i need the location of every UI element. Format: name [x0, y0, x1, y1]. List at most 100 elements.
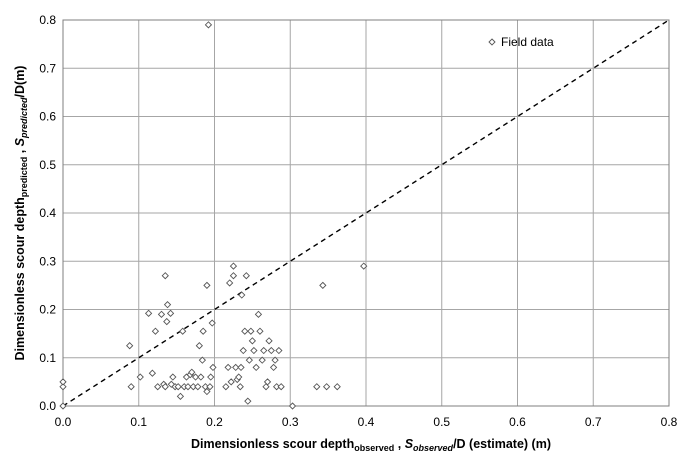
data-point [322, 383, 331, 391]
data-point [227, 378, 235, 386]
data-point [184, 383, 192, 391]
data-point [244, 397, 252, 405]
data-point [59, 378, 67, 386]
data-point [136, 373, 144, 381]
data-point [267, 346, 275, 355]
x-axis-title-var: S [405, 437, 414, 451]
y-tick-label: 0.3 [39, 254, 56, 268]
x-tick-label: 0.5 [433, 415, 450, 429]
data-point [209, 363, 217, 372]
data-point [288, 402, 297, 410]
data-points [59, 21, 368, 410]
data-point [239, 346, 247, 355]
data-point [203, 387, 211, 396]
data-point [263, 378, 272, 386]
y-tick-label: 0.7 [39, 61, 56, 75]
x-tick-label: 0.4 [358, 415, 375, 429]
data-point [154, 383, 162, 391]
data-point [197, 373, 205, 381]
data-point [252, 363, 260, 372]
x-tick-label: 0.1 [130, 415, 147, 429]
gridlines [63, 20, 669, 406]
data-point [254, 310, 263, 318]
data-point [144, 309, 153, 317]
y-axis-tick-labels: 0.0 0.1 0.2 0.3 0.4 0.5 0.6 0.7 0.8 [39, 13, 56, 413]
y-axis-title-var: S [13, 137, 27, 146]
data-point [203, 281, 211, 290]
data-point [275, 346, 283, 355]
y-tick-label: 0.4 [39, 206, 56, 220]
data-point [188, 368, 196, 376]
data-point [191, 373, 200, 381]
data-point [235, 373, 243, 381]
data-point [224, 363, 232, 372]
y-axis-title-main: Dimensionless scour depth [13, 197, 27, 360]
y-tick-label: 0.6 [39, 110, 56, 124]
x-axis-title-tail: /D (estimate) (m) [453, 437, 551, 451]
data-point [161, 383, 169, 391]
data-point [256, 327, 264, 335]
y-tick-label: 0.2 [39, 303, 56, 317]
data-point [166, 309, 175, 317]
x-tick-label: 0.7 [585, 415, 602, 429]
y-axis-title-var-sub: predicted [19, 97, 29, 139]
plot-area-border [62, 19, 670, 407]
data-point [206, 383, 214, 391]
data-point [176, 392, 185, 400]
data-point [360, 262, 368, 270]
data-point [163, 317, 171, 326]
data-point [319, 281, 327, 290]
legend: Field data [488, 35, 554, 49]
data-point [333, 383, 341, 391]
data-point [59, 402, 67, 410]
data-point [232, 363, 240, 372]
data-point [241, 327, 249, 335]
y-axis-title: Dimensionless scour depthpredicted , Spr… [13, 66, 29, 361]
data-point [157, 310, 166, 318]
x-tick-label: 0.2 [206, 415, 223, 429]
data-point [127, 383, 135, 391]
x-axis-title-var-sub: observed [413, 443, 454, 453]
data-point [59, 383, 67, 391]
data-point [194, 383, 202, 391]
y-tick-label: 0.8 [39, 13, 56, 27]
data-point [229, 272, 238, 280]
y-tick-label: 0.1 [39, 351, 56, 365]
data-point [238, 291, 246, 299]
data-point [242, 272, 250, 280]
x-tick-label: 0.0 [55, 415, 72, 429]
legend-marker-diamond-icon [488, 38, 496, 46]
data-point [199, 327, 207, 335]
x-axis-title: Dimensionless scour depthobserved , Sobs… [191, 437, 551, 453]
data-point [161, 272, 169, 280]
data-point [236, 383, 244, 391]
data-point [229, 262, 238, 270]
y-tick-label: 0.0 [39, 399, 56, 413]
data-point [204, 21, 213, 29]
data-point [148, 369, 157, 377]
data-point [207, 373, 215, 381]
data-point [245, 356, 253, 364]
x-tick-label: 0.3 [282, 415, 299, 429]
data-point [169, 373, 177, 381]
data-point [226, 279, 234, 287]
y-axis-title-tail: /D(m) [13, 66, 27, 98]
data-point [222, 383, 230, 391]
x-tick-label: 0.8 [661, 415, 678, 429]
data-point [151, 327, 160, 335]
data-point [198, 356, 207, 364]
data-point [260, 346, 268, 355]
data-point [248, 337, 257, 345]
data-point [208, 319, 216, 327]
data-point [237, 363, 245, 372]
data-point [195, 342, 203, 350]
data-point [265, 337, 273, 345]
data-point [247, 327, 255, 335]
data-point [313, 383, 321, 391]
data-point [174, 383, 182, 391]
data-point [271, 356, 279, 364]
reference-line-1to1 [62, 19, 670, 407]
data-point [126, 342, 134, 350]
